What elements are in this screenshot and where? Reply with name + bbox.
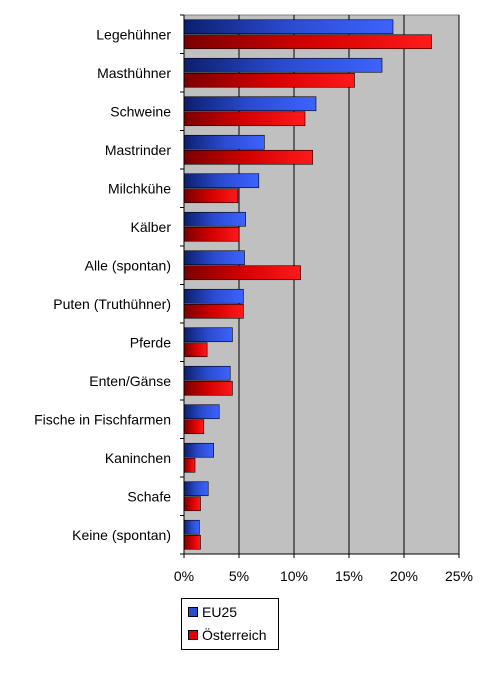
x-tick-labels: 0% 5% 10% 15% 20% 25% <box>174 568 473 584</box>
category-label: Alle (spontan) <box>85 257 171 273</box>
category-label: Masthühner <box>97 65 171 81</box>
bar-oesterreich <box>183 188 239 204</box>
category-label: Legehühner <box>96 26 171 42</box>
legend-item-oesterreich: Österreich <box>188 625 267 645</box>
category-label: Kaninchen <box>105 450 171 466</box>
bar-eu25 <box>183 134 265 150</box>
bar-eu25 <box>183 96 317 112</box>
category-label: Schafe <box>127 488 171 504</box>
bar-oesterreich <box>183 457 196 473</box>
category-label: Keine (spontan) <box>72 527 171 543</box>
bar-eu25 <box>183 173 260 189</box>
bar-oesterreich <box>183 149 313 165</box>
bar-oesterreich <box>183 534 201 550</box>
bar-oesterreich <box>183 34 432 50</box>
category-labels: Legehühner Masthühner Schweine Mastrinder Mi… <box>34 26 171 543</box>
bar-oesterreich <box>183 342 208 358</box>
bar-eu25 <box>183 442 215 458</box>
legend: EU25 Österreich <box>181 598 279 650</box>
bar-eu25 <box>183 288 244 304</box>
bar-oesterreich <box>183 265 301 281</box>
bar-oesterreich <box>183 496 201 512</box>
axes <box>180 14 460 558</box>
legend-swatch-eu25 <box>188 607 198 617</box>
bar-eu25 <box>183 481 209 497</box>
bar-eu25 <box>183 211 246 227</box>
category-label: Fische in Fischfarmen <box>34 411 171 427</box>
bar-eu25 <box>183 519 200 535</box>
bar-eu25 <box>183 19 394 35</box>
category-label: Mastrinder <box>105 142 171 158</box>
category-label: Kälber <box>131 219 172 235</box>
x-tick-label: 25% <box>445 568 473 584</box>
bar-eu25 <box>183 365 231 381</box>
category-label: Enten/Gänse <box>89 373 171 389</box>
bar-oesterreich <box>183 226 240 242</box>
category-label: Schweine <box>110 103 171 119</box>
bar-oesterreich <box>183 380 233 396</box>
bar-oesterreich <box>183 111 306 127</box>
category-label: Puten (Truthühner) <box>53 296 171 312</box>
bar-eu25 <box>183 404 220 420</box>
plot-area <box>183 14 460 555</box>
x-tick-label: 10% <box>280 568 308 584</box>
bar-eu25 <box>183 57 383 73</box>
x-tick-label: 20% <box>390 568 418 584</box>
x-tick-label: 5% <box>229 568 249 584</box>
bar-oesterreich <box>183 419 205 435</box>
x-tick-label: 15% <box>335 568 363 584</box>
bar-eu25 <box>183 327 233 343</box>
category-label: Milchkühe <box>108 180 171 196</box>
bars <box>183 19 432 550</box>
bar-oesterreich <box>183 303 244 319</box>
bar-eu25 <box>183 250 245 266</box>
legend-swatch-oesterreich <box>188 630 198 640</box>
x-tick-label: 0% <box>174 568 194 584</box>
legend-item-eu25: EU25 <box>188 602 237 622</box>
legend-label-eu25: EU25 <box>202 604 238 620</box>
legend-label-oesterreich: Österreich <box>202 627 267 643</box>
category-label: Pferde <box>130 334 171 350</box>
bar-oesterreich <box>183 72 355 88</box>
